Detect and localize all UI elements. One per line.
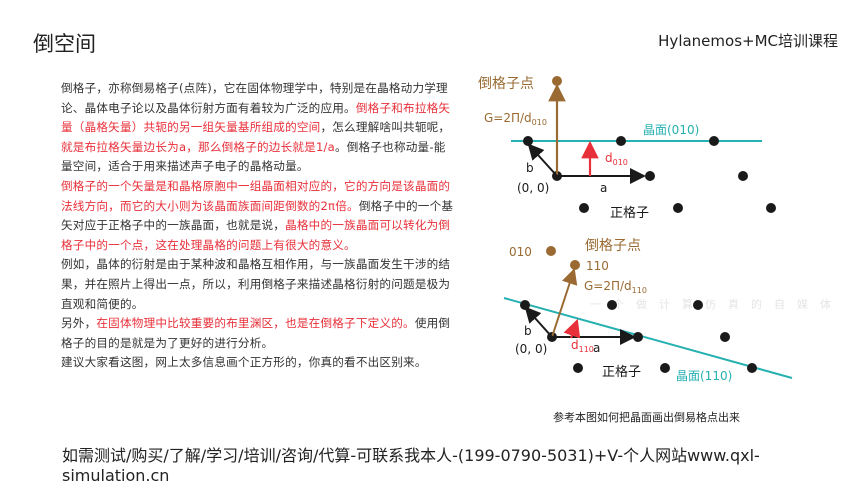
text-run: ，怎么理解啥叫共轭呢， <box>320 120 451 135</box>
recip-label: 倒格子点 <box>478 76 534 92</box>
paragraph: 倒格子，亦称倒易格子(点阵)，它在固体物理学中，特别是在晶格动力学理论、晶体电子… <box>61 79 457 177</box>
label-010: 010 <box>509 245 532 259</box>
highlighted-text: 倒格子和布拉格矢量（晶格矢量）共轭的另一组矢量基所组成的空间 <box>61 100 451 135</box>
diagram-caption: 参考本图如何把晶面画出倒易格点出来 <box>553 411 740 424</box>
b-vector-arrow <box>527 143 558 177</box>
diagram-010: 倒格子点 G=2Π/d010 晶面(010) d010 b (0, 0) a 正… <box>478 76 776 221</box>
d-label: d110 <box>571 338 594 354</box>
paragraph: 建议大家看这图，网上太多信息画个正方形的，你真的看不出区别来。 <box>61 353 457 373</box>
plane-label: 晶面(110) <box>676 369 732 383</box>
a-label: a <box>593 341 600 355</box>
b-vector-arrow <box>524 306 553 338</box>
paragraph: 另外，在固体物理中比较重要的布里渊区，也是在倒格子下定义的。使用倒格子的目的是就… <box>61 314 457 353</box>
b-label: b <box>526 161 534 175</box>
text-run: 例如，晶体的衍射是由于某种波和晶格互相作用，与一族晶面发生干涉的结果，并在照片上… <box>61 257 451 311</box>
a-label: a <box>600 181 607 195</box>
paragraph: 倒格子的一个矢量是和晶格原胞中一组晶面相对应的，它的方向是该晶面的法线方向，而它… <box>61 177 457 255</box>
reciprocal-point <box>552 76 562 86</box>
text-run: 使用倒格子的目的是就是为了更好的进行分析。 <box>61 316 451 350</box>
recip-label: 倒格子点 <box>585 238 641 254</box>
d-label: d010 <box>605 151 628 167</box>
highlighted-text: 倒格子的一个矢量是和晶格原胞中一组晶面相对应的，它的方向是该晶面的法线方向，而它… <box>61 178 451 213</box>
page-title: 倒空间 <box>33 32 96 56</box>
plane-label: 晶面(010) <box>643 123 699 137</box>
text-run: 。倒格子也称动量-能量空间，适合于用来描述声子电子的晶格动量。 <box>61 139 446 174</box>
lattice-label: 正格子 <box>610 205 649 221</box>
direct-lattice-points <box>523 136 776 213</box>
body-text: 倒格子，亦称倒易格子(点阵)，它在固体物理学中，特别是在晶格动力学理论、晶体电子… <box>61 79 457 373</box>
text-run: 建议大家看这图，网上太多信息画个正方形的，你真的看不出区别来。 <box>61 355 427 370</box>
text-run: 另外， <box>61 316 97 331</box>
footer-contact: 如需测试/购买/了解/学习/培训/咨询/代算-可联系我本人-(199-0790-… <box>62 446 760 484</box>
d110-arrow <box>563 318 581 339</box>
text-run: 倒格子，亦称倒易格子(点阵)，它在固体物理学中，特别是在晶格动力学理论、晶体电子… <box>61 81 448 115</box>
course-title: Hylanemos+MC培训课程 <box>658 32 838 50</box>
highlighted-text: 在固体物理中比较重要的布里渊区，也是在倒格子下定义的。 <box>96 316 415 331</box>
g-label: G=2Π/d010 <box>484 111 547 127</box>
reciprocal-point-010 <box>546 246 556 256</box>
b-label: b <box>524 324 532 338</box>
text-run: 倒格子中的一个基矢对应于正格子中的一族晶面，也就是说， <box>61 198 454 233</box>
origin-label: (0, 0) <box>517 181 549 195</box>
g-vector-arrow <box>551 268 578 338</box>
plane-110-line <box>503 297 793 379</box>
highlighted-text: 就是布拉格矢量边长为a，那么倒格子的边长就是1/a <box>61 139 335 154</box>
paragraph: 例如，晶体的衍射是由于某种波和晶格互相作用，与一族晶面发生干涉的结果，并在照片上… <box>61 255 457 314</box>
highlighted-text: 晶格中的一族晶面可以转化为倒格子中的一个点，这在处理晶格的问题上有很大的意义。 <box>61 218 451 252</box>
lattice-label: 正格子 <box>602 364 641 380</box>
diagram-110: 010 倒格子点 110 G=2Π/d110 b (0, 0) d110 a 正… <box>503 238 793 383</box>
reciprocal-point-110 <box>570 260 580 270</box>
label-110: 110 <box>586 259 609 273</box>
origin-label: (0, 0) <box>515 342 547 356</box>
watermark: 一个做计算仿真的自媒体 <box>590 298 843 311</box>
g-label: G=2Π/d110 <box>584 279 647 295</box>
